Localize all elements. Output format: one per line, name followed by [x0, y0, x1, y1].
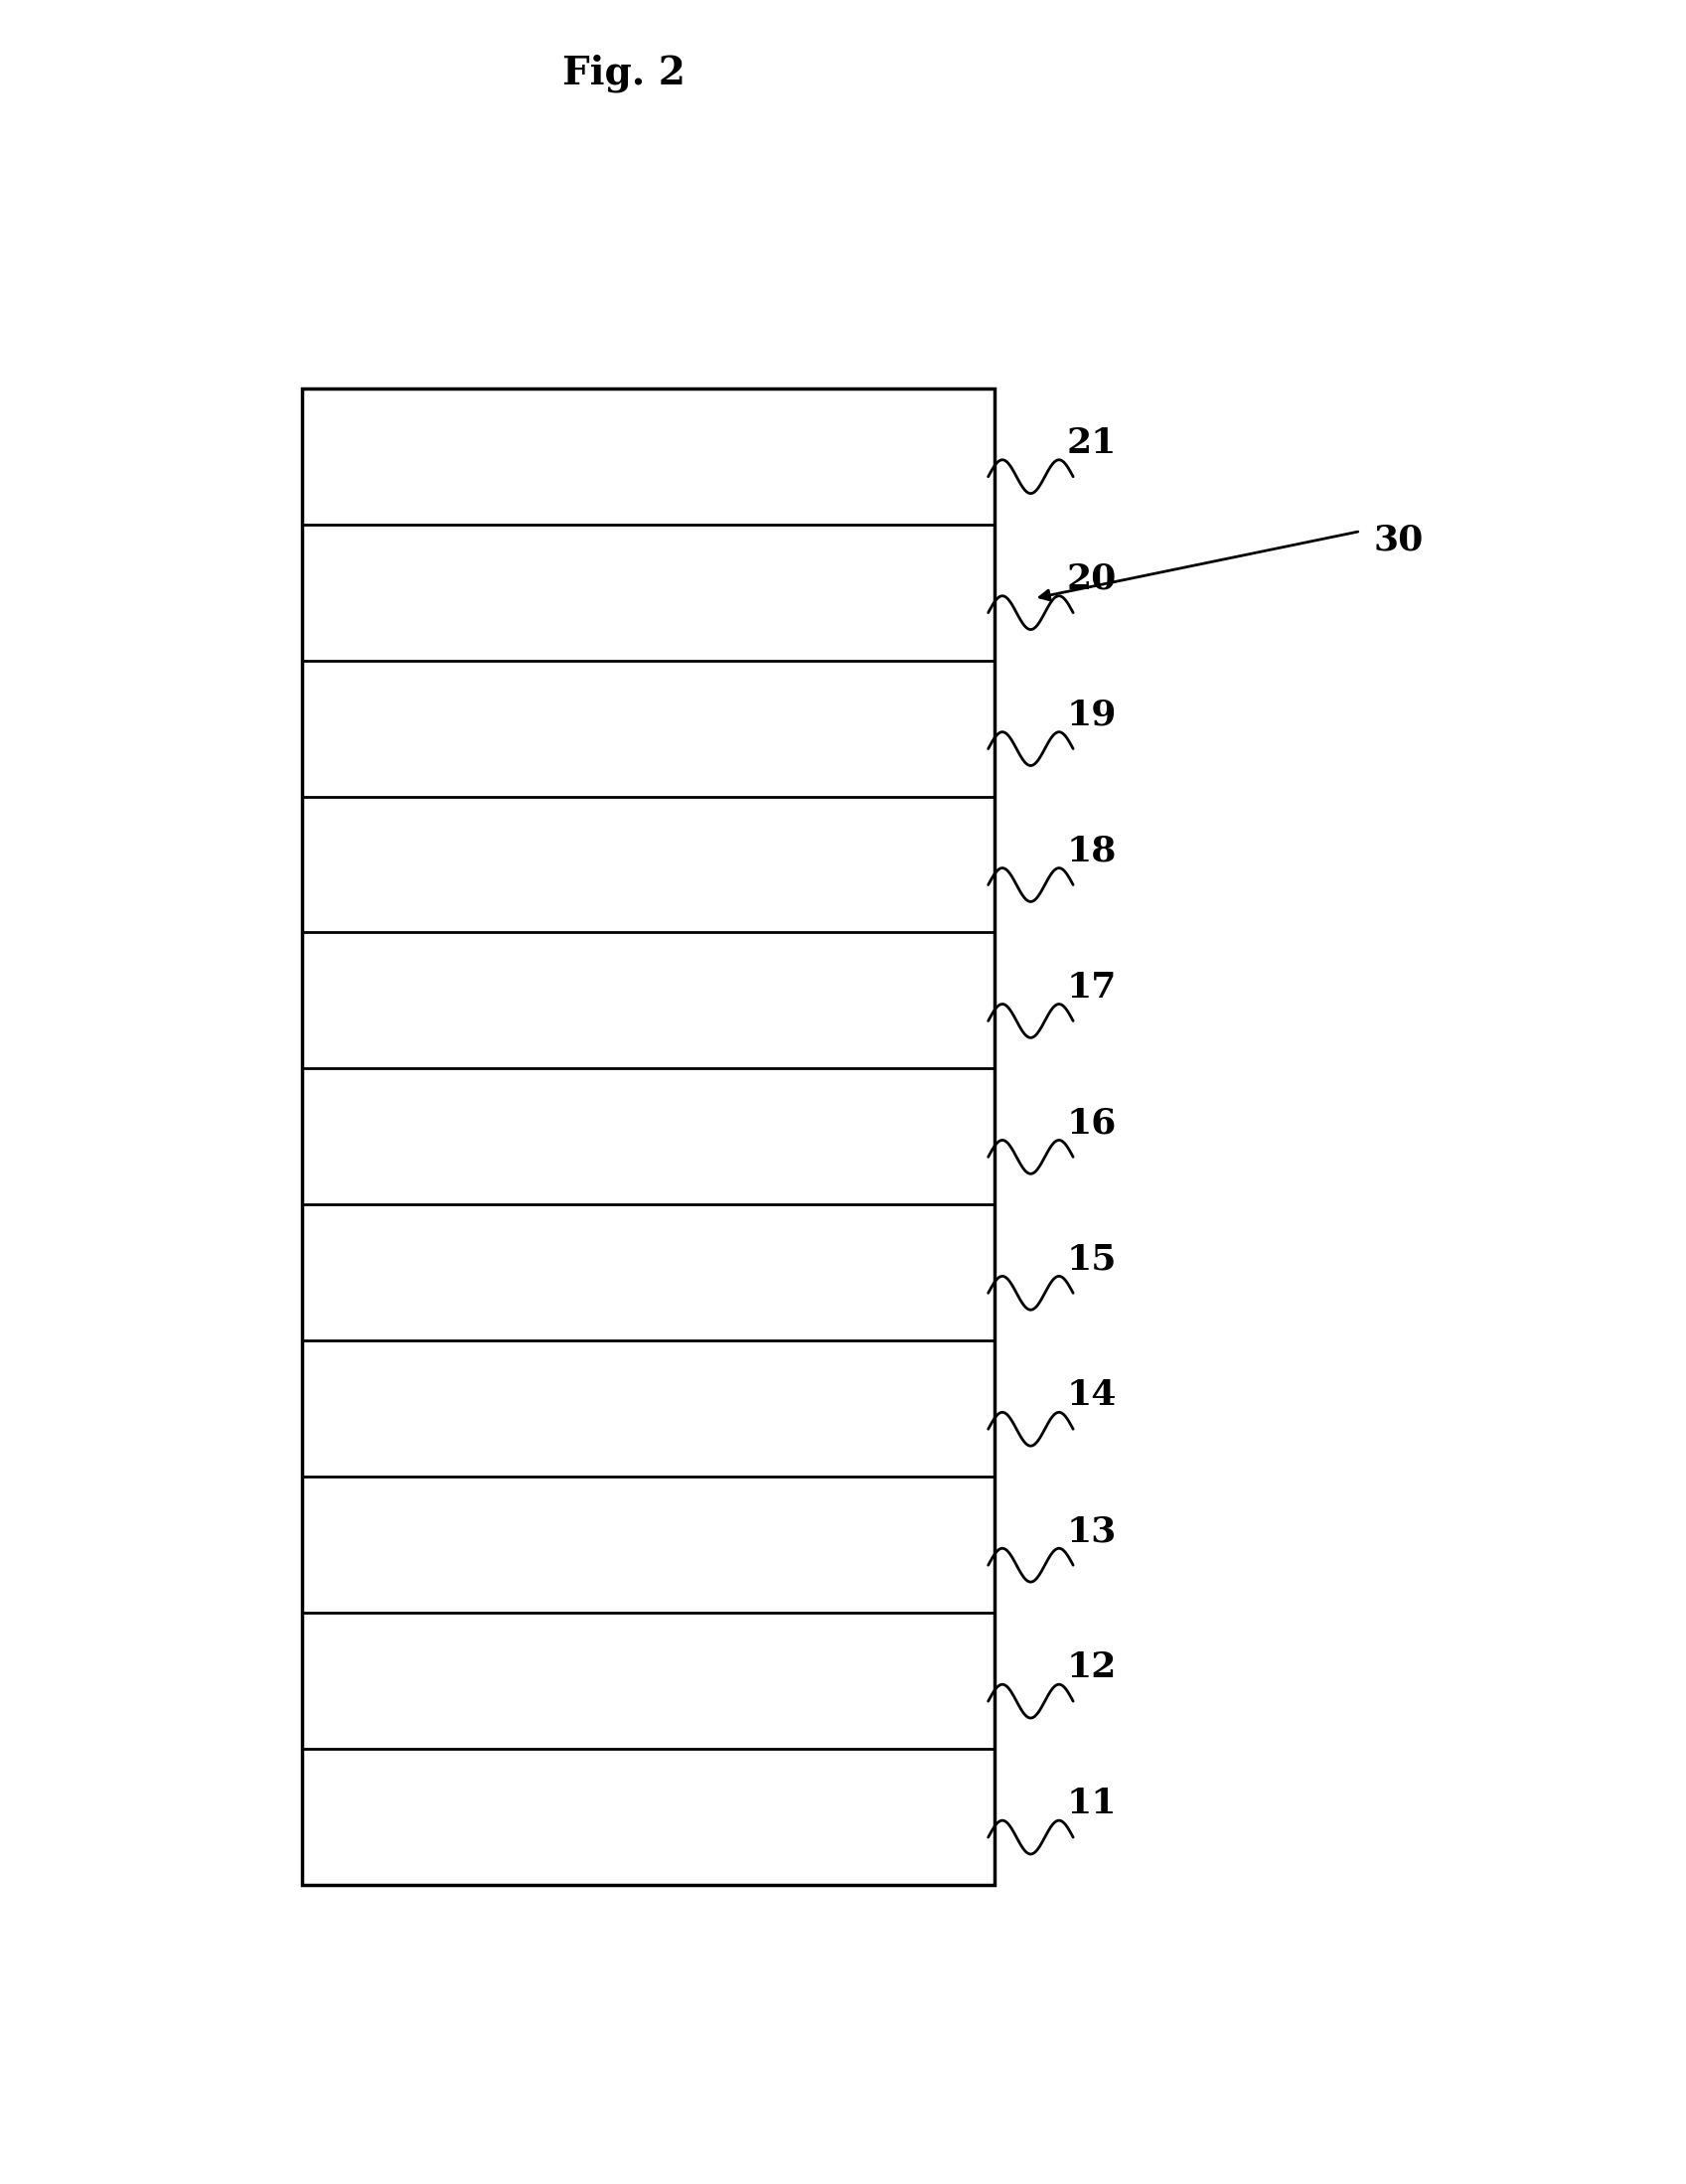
Text: 16: 16: [1067, 1107, 1116, 1140]
Text: 12: 12: [1067, 1651, 1116, 1684]
Text: 21: 21: [1067, 426, 1116, 461]
Text: 14: 14: [1067, 1378, 1116, 1413]
Text: 13: 13: [1067, 1514, 1116, 1548]
Text: 11: 11: [1067, 1787, 1116, 1821]
Text: 15: 15: [1067, 1243, 1116, 1275]
Text: 19: 19: [1067, 699, 1116, 732]
Text: 30: 30: [1374, 522, 1423, 557]
Text: 17: 17: [1067, 970, 1116, 1005]
Text: 18: 18: [1067, 834, 1116, 867]
Text: Fig. 2: Fig. 2: [563, 55, 685, 94]
Text: 20: 20: [1067, 561, 1116, 596]
FancyBboxPatch shape: [302, 389, 995, 1885]
